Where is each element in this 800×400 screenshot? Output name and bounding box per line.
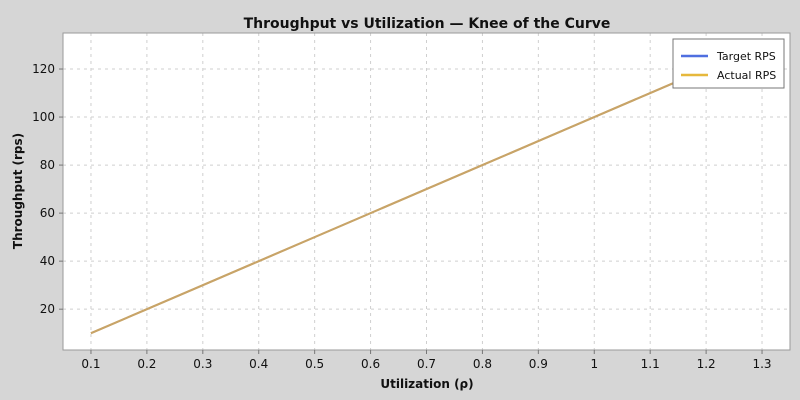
legend-label-actual-rps: Actual RPS bbox=[717, 69, 776, 82]
y-tick-label: 20 bbox=[40, 302, 55, 316]
x-tick-label: 1 bbox=[590, 357, 598, 371]
legend: Target RPS Actual RPS bbox=[672, 38, 785, 89]
x-tick-label: 0.9 bbox=[529, 357, 548, 371]
x-tick-label: 1.3 bbox=[752, 357, 771, 371]
x-tick-label: 0.7 bbox=[417, 357, 436, 371]
chart-title: Throughput vs Utilization — Knee of the … bbox=[244, 16, 611, 32]
y-gridlines bbox=[63, 68, 790, 310]
y-axis: 20 40 60 80 100 120 bbox=[32, 62, 63, 316]
series-layer bbox=[90, 44, 763, 335]
y-tick-label: 60 bbox=[40, 206, 55, 220]
x-tick-label: 0.4 bbox=[249, 357, 268, 371]
legend-box bbox=[672, 38, 785, 89]
x-tick-label: 1.2 bbox=[697, 357, 716, 371]
x-tick-label: 0.3 bbox=[193, 357, 212, 371]
x-tick-label: 0.6 bbox=[361, 357, 380, 371]
x-tick-label: 1.1 bbox=[641, 357, 660, 371]
x-axis-label: Utilization (ρ) bbox=[380, 377, 473, 391]
y-axis-label: Throughput (rps) bbox=[11, 133, 25, 249]
y-tick-label: 80 bbox=[40, 158, 55, 172]
series-line-actual-rps bbox=[90, 44, 763, 335]
x-tick-label: 0.5 bbox=[305, 357, 324, 371]
y-tick-label: 40 bbox=[40, 254, 55, 268]
x-tick-label: 0.2 bbox=[137, 357, 156, 371]
legend-label-target-rps: Target RPS bbox=[716, 50, 776, 63]
x-axis: 0.1 0.2 0.3 0.4 0.5 0.6 0.7 0.8 0.9 1 1.1 1.2 1.3 bbox=[81, 350, 772, 371]
y-tick-label: 100 bbox=[32, 110, 55, 124]
x-tick-label: 0.8 bbox=[473, 357, 492, 371]
y-tick-label: 120 bbox=[32, 62, 55, 76]
x-tick-label: 0.1 bbox=[81, 357, 100, 371]
